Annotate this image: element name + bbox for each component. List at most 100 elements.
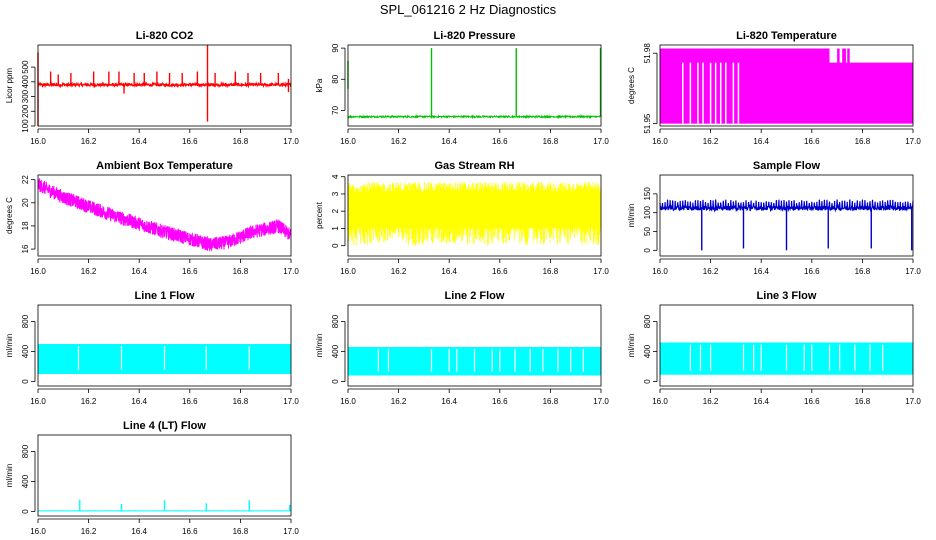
x-tick-label: 16.0 [30, 137, 46, 146]
x-axis: 16.0 16.2 16.4 16.6 16.8 17.0 [340, 128, 609, 146]
x-tick-label: 16.6 [492, 267, 508, 276]
x-tick-label: 16.0 [652, 397, 668, 406]
x-tick-label: 16.8 [543, 267, 559, 276]
x-tick-label: 16.6 [492, 397, 508, 406]
y-axis: 0 1 2 3 4 percent [315, 174, 346, 248]
x-tick-label: 16.6 [182, 397, 198, 406]
y-tick-label: 200 [21, 104, 30, 118]
data-series [660, 342, 913, 375]
x-tick-label: 17.0 [905, 137, 921, 146]
x-tick-label: 17.0 [283, 137, 299, 146]
y-axis-label: ml/min [315, 334, 324, 358]
y-axis-label: ml/min [627, 334, 636, 358]
x-tick-label: 16.0 [340, 137, 356, 146]
x-tick-label: 17.0 [283, 267, 299, 276]
series-line [347, 181, 602, 246]
x-tick-label: 16.8 [233, 267, 249, 276]
plot-frame [659, 304, 914, 387]
x-tick-label: 16.8 [855, 397, 871, 406]
chart-panel-1: Li-820 CO2 16.0 16.2 16.4 16.6 16.8 17.0 100200… [5, 30, 299, 146]
y-axis: 16 18 20 22 degrees C [5, 175, 36, 254]
x-tick-label: 16.2 [391, 137, 407, 146]
y-axis-label: ml/min [5, 334, 14, 358]
y-tick-label: 0 [643, 379, 652, 384]
chart-panel-7: Line 1 Flow 16.0 16.2 16.4 16.6 16.8 17.0 0 400 8… [5, 290, 299, 406]
x-tick-label: 16.2 [81, 397, 97, 406]
y-axis-label: degrees C [5, 197, 14, 234]
y-tick-label: 0 [643, 248, 652, 253]
x-axis: 16.0 16.2 16.4 16.6 16.8 17.0 [30, 388, 299, 406]
data-series [37, 45, 292, 126]
x-tick-label: 16.0 [30, 267, 46, 276]
y-axis: 0 400 800 ml/min [627, 314, 658, 384]
y-tick-label: 150 [643, 187, 652, 201]
band-gap [839, 48, 843, 63]
x-axis: 16.0 16.2 16.4 16.6 16.8 17.0 [30, 518, 299, 536]
chart-title: Line 3 Flow [757, 290, 817, 302]
y-tick-label: 20 [21, 198, 30, 207]
x-tick-label: 16.2 [81, 267, 97, 276]
band-edge [660, 63, 666, 65]
y-tick-label: 800 [643, 314, 652, 328]
band-gap [829, 48, 838, 63]
x-tick-label: 16.2 [391, 267, 407, 276]
y-tick-label: 0 [331, 243, 340, 248]
chart-title: Line 1 Flow [135, 290, 195, 302]
x-tick-label: 16.0 [30, 527, 46, 536]
band-gap [845, 48, 848, 63]
x-tick-label: 17.0 [283, 527, 299, 536]
x-tick-label: 16.0 [652, 267, 668, 276]
x-tick-label: 17.0 [593, 137, 609, 146]
x-tick-label: 16.4 [753, 267, 769, 276]
y-axis: 0 50 100 150 ml/min [627, 187, 658, 253]
data-series [347, 181, 602, 246]
y-tick-label: 70 [331, 105, 340, 114]
y-tick-label: 400 [331, 344, 340, 358]
x-tick-label: 16.2 [81, 527, 97, 536]
y-tick-label: 400 [21, 344, 30, 358]
x-tick-label: 16.2 [703, 267, 719, 276]
x-axis: 16.0 16.2 16.4 16.6 16.8 17.0 [340, 388, 609, 406]
data-series [659, 199, 914, 251]
plot-frame [347, 174, 602, 257]
y-tick-label: 16 [21, 244, 30, 253]
plot-frame [347, 44, 602, 127]
x-tick-label: 17.0 [905, 267, 921, 276]
x-tick-label: 16.2 [81, 137, 97, 146]
y-tick-label: 0 [21, 509, 30, 514]
x-tick-label: 16.4 [441, 267, 457, 276]
chart-panel-8: Line 2 Flow 16.0 16.2 16.4 16.6 16.8 17.0 0 400 8… [315, 290, 609, 406]
chart-title: Gas Stream RH [434, 160, 514, 172]
x-tick-label: 16.4 [131, 527, 147, 536]
y-axis-label: Licor ppm [5, 68, 14, 103]
x-axis: 16.0 16.2 16.4 16.6 16.8 17.0 [30, 258, 299, 276]
y-tick-label: 400 [21, 75, 30, 89]
x-tick-label: 16.0 [30, 397, 46, 406]
x-tick-label: 16.4 [131, 397, 147, 406]
x-tick-label: 16.8 [855, 137, 871, 146]
x-tick-label: 16.2 [703, 397, 719, 406]
x-tick-label: 16.6 [182, 137, 198, 146]
y-axis-label: degrees C [627, 67, 636, 104]
x-tick-label: 17.0 [593, 397, 609, 406]
plot-frame [659, 174, 914, 257]
y-tick-label: 100 [643, 205, 652, 219]
y-tick-label: 300 [21, 89, 30, 103]
x-tick-label: 16.4 [441, 397, 457, 406]
data-series [38, 344, 291, 374]
chart-title: Li-820 Temperature [736, 30, 837, 42]
x-axis: 16.0 16.2 16.4 16.6 16.8 17.0 [652, 258, 921, 276]
x-tick-label: 16.8 [233, 397, 249, 406]
data-series [348, 347, 601, 376]
x-tick-label: 16.8 [543, 397, 559, 406]
y-tick-label: 50 [643, 227, 652, 236]
plot-frame [37, 44, 292, 127]
y-tick-label: 51.95 [643, 113, 652, 134]
y-tick-label: 4 [331, 174, 340, 179]
chart-panel-5: Gas Stream RH 16.0 16.2 16.4 16.6 16.8 17.0 0 1 2… [315, 160, 609, 276]
y-tick-label: 90 [331, 43, 340, 52]
data-series [660, 48, 913, 124]
